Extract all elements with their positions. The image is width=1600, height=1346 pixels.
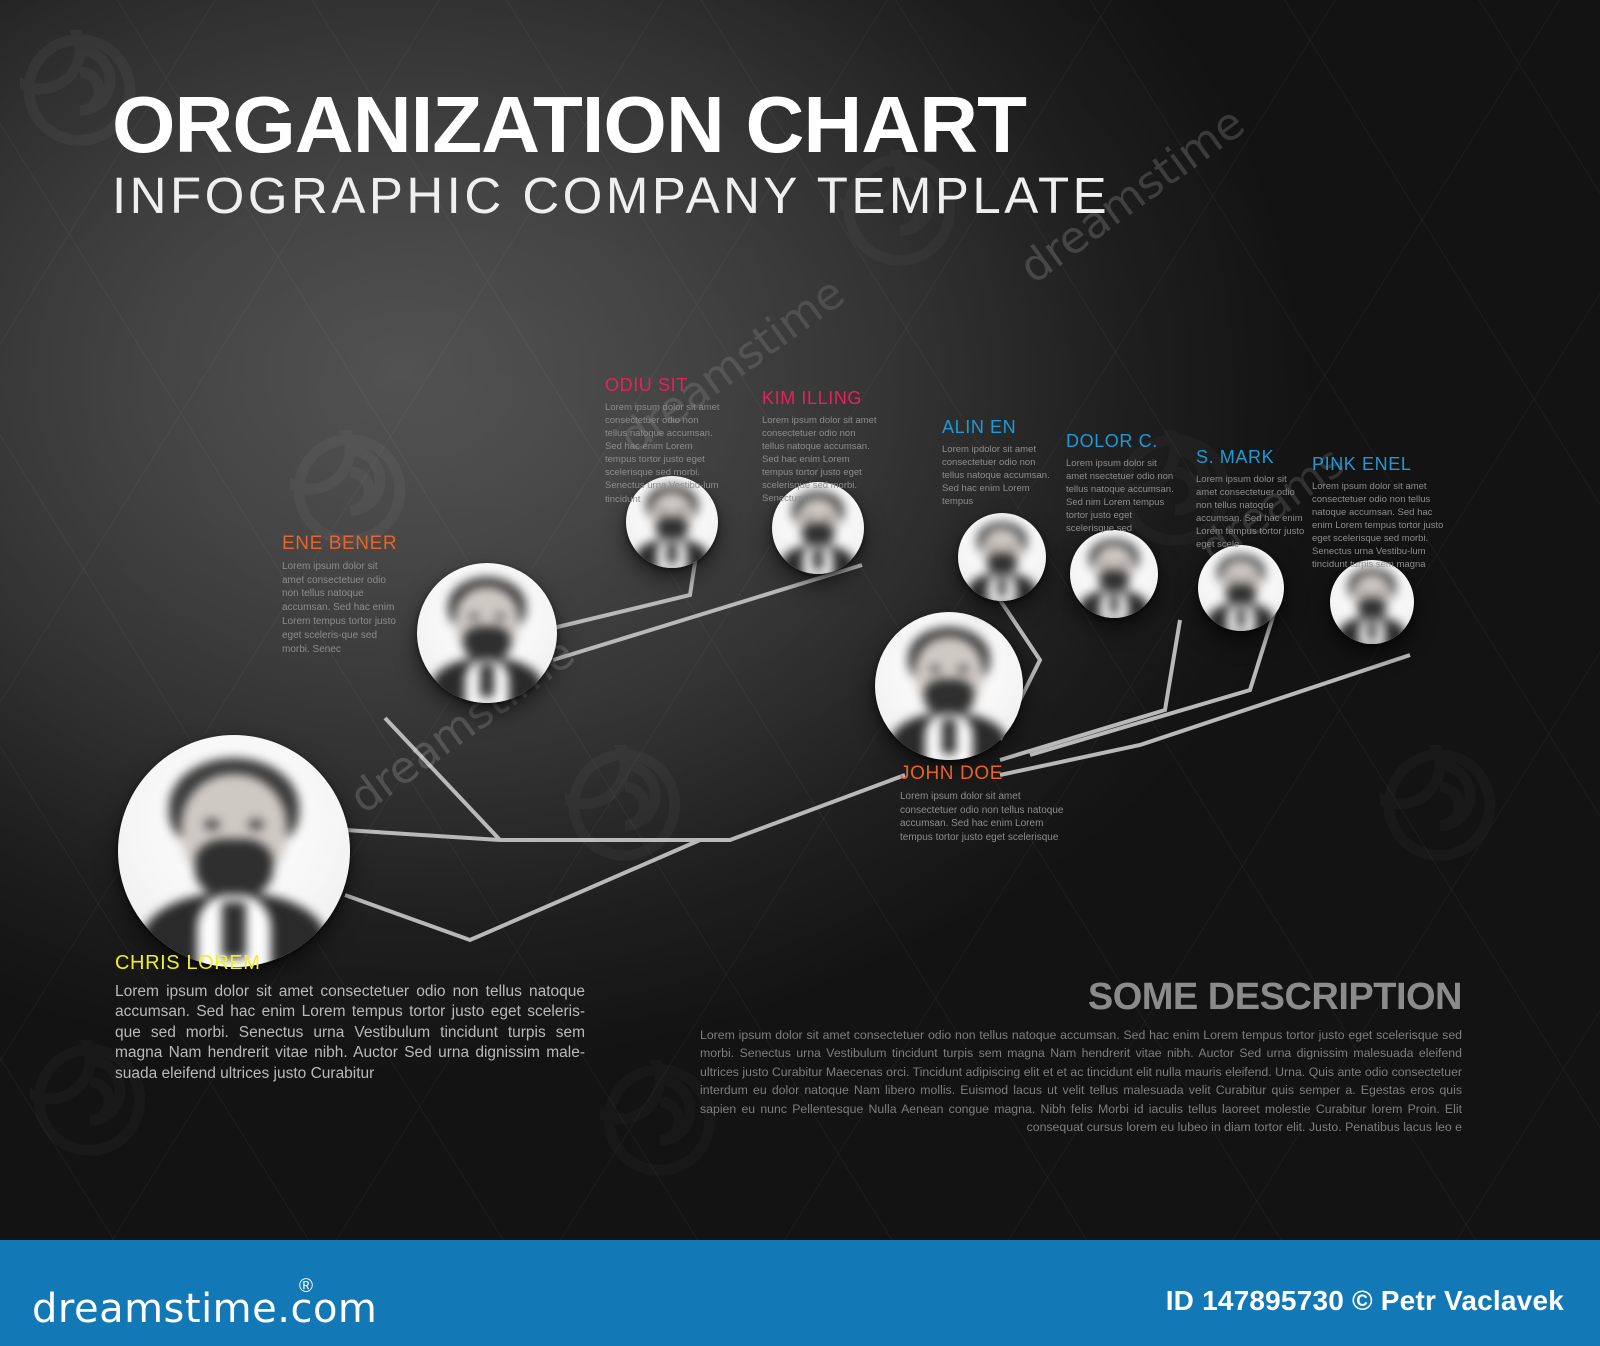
avatar-chris-lorem[interactable] [118,735,350,967]
label-text: Lorem ipsum dolor sit amet consectetuer … [115,983,585,1082]
avatar-pink-enel[interactable] [1330,560,1414,644]
label-dolor-c: DOLOR C. Lorem ipsum dolor sit amet nsec… [1066,431,1176,535]
avatar-dolor-c[interactable] [1070,530,1158,618]
description-block: SOME DESCRIPTION Lorem ipsum dolor sit a… [700,976,1463,1137]
label-john-doe: JOHN DOE Lorem ipsum dolor sit amet cons… [900,763,1070,845]
label-text: Lorem ipsum dolor sit amet consectetuer … [1312,480,1444,571]
avatar-alin-en[interactable] [958,513,1046,601]
portrait-icon [1198,545,1284,631]
label-name: ALIN EN [942,417,1017,437]
label-text: Lorem ipsum dolor sit amet consectetuer … [762,414,877,505]
avatar-john-doe[interactable] [875,612,1023,760]
label-name: ODIU SIT [605,375,688,395]
label-name: CHRIS LOREM [115,952,261,974]
avatar-ene-bener[interactable] [417,563,557,703]
link-john-smark [1029,609,1277,757]
label-kim-illing: KIM ILLING Lorem ipsum dolor sit amet co… [762,388,880,506]
link-chris-spur [344,838,701,943]
label-chris-lorem: CHRIS LOREM Lorem ipsum dolor sit amet c… [115,952,585,1084]
page-subtitle: INFOGRAPHIC COMPANY TEMPLATE [112,167,1111,225]
label-name: JOHN DOE [900,763,1003,784]
label-ene-bener: ENE BENER Lorem ipsum dolor sit amet con… [282,533,400,656]
footer-bar: dreamstime.com ® ID 147895730 © Petr Vac… [0,1240,1600,1346]
label-text: Lorem ipsum dolor sit amet consectetuer … [605,401,720,505]
label-alin-en: ALIN EN Lorem ipdolor sit amet consectet… [942,417,1052,508]
link-chris-ene [383,716,502,842]
registered-mark-icon: ® [299,1276,313,1297]
portrait-icon [772,482,864,574]
label-text: Lorem ipsum dolor sit amet consectetuer … [1196,473,1305,551]
label-text: Lorem ipsum dolor sit amet nsectetuer od… [1066,457,1174,535]
label-name: PINK ENEL [1312,454,1412,474]
label-text: Lorem ipdolor sit amet consectetuer odio… [942,443,1050,508]
link-chris-john [344,773,906,842]
label-s-mark: S. MARK Lorem ipsum dolor sit amet conse… [1196,447,1306,551]
link-ene-kim [552,563,863,662]
label-text: Lorem ipsum dolor sit amet consectetuer … [282,560,396,655]
link-john-pink [999,653,1411,777]
portrait-icon [875,612,1023,760]
label-name: DOLOR C. [1066,431,1158,451]
label-name: S. MARK [1196,447,1275,467]
avatar-kim-illing[interactable] [772,482,864,574]
description-heading: SOME DESCRIPTION [1087,976,1463,1018]
description-text: Lorem ipsum dolor sit amet consectetuer … [700,1028,1462,1135]
header: ORGANIZATION CHART INFOGRAPHIC COMPANY T… [112,84,1111,225]
label-name: ENE BENER [282,533,398,554]
label-odiu-sit: ODIU SIT Lorem ipsum dolor sit amet cons… [605,375,723,506]
dreamstime-logo: dreamstime.com [32,1286,378,1332]
avatar-odiu-sit[interactable] [626,476,718,568]
page-title: ORGANIZATION CHART [112,80,1027,169]
portrait-icon [1330,560,1414,644]
portrait-icon [417,563,557,703]
label-pink-enel: PINK ENEL Lorem ipsum dolor sit amet con… [1312,454,1452,572]
image-credit: ID 147895730 © Petr Vaclavek [1165,1285,1564,1316]
label-text: Lorem ipsum dolor sit amet consectetuer … [900,790,1064,844]
portrait-icon [958,513,1046,601]
portrait-icon [118,735,350,967]
link-john-dolor [999,619,1182,762]
connector-lines [344,529,1411,943]
avatar-s-mark[interactable] [1198,545,1284,631]
portrait-icon [1070,530,1158,618]
infographic-canvas: ORGANIZATION CHART INFOGRAPHIC COMPANY T… [0,0,1600,1240]
label-name: KIM ILLING [762,388,863,408]
portrait-icon [626,476,718,568]
